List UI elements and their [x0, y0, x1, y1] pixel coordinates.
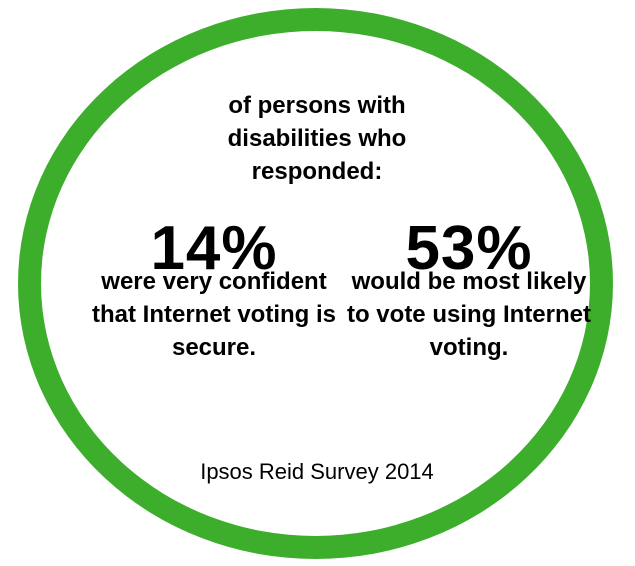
stat-value: 53%	[405, 214, 533, 283]
stat-description: would be most likely to vote using Inter…	[346, 268, 591, 361]
stat-block-14: 14% were very confident that Internet vo…	[92, 218, 336, 364]
intro-text: of persons with disabilities who respond…	[227, 92, 407, 185]
source-caption: Ipsos Reid Survey 2014	[200, 459, 434, 484]
stat-block-53: 53% would be most likely to vote using I…	[342, 218, 596, 364]
stat-value: 14%	[150, 214, 278, 283]
stat-description: were very confident that Internet voting…	[92, 268, 337, 361]
